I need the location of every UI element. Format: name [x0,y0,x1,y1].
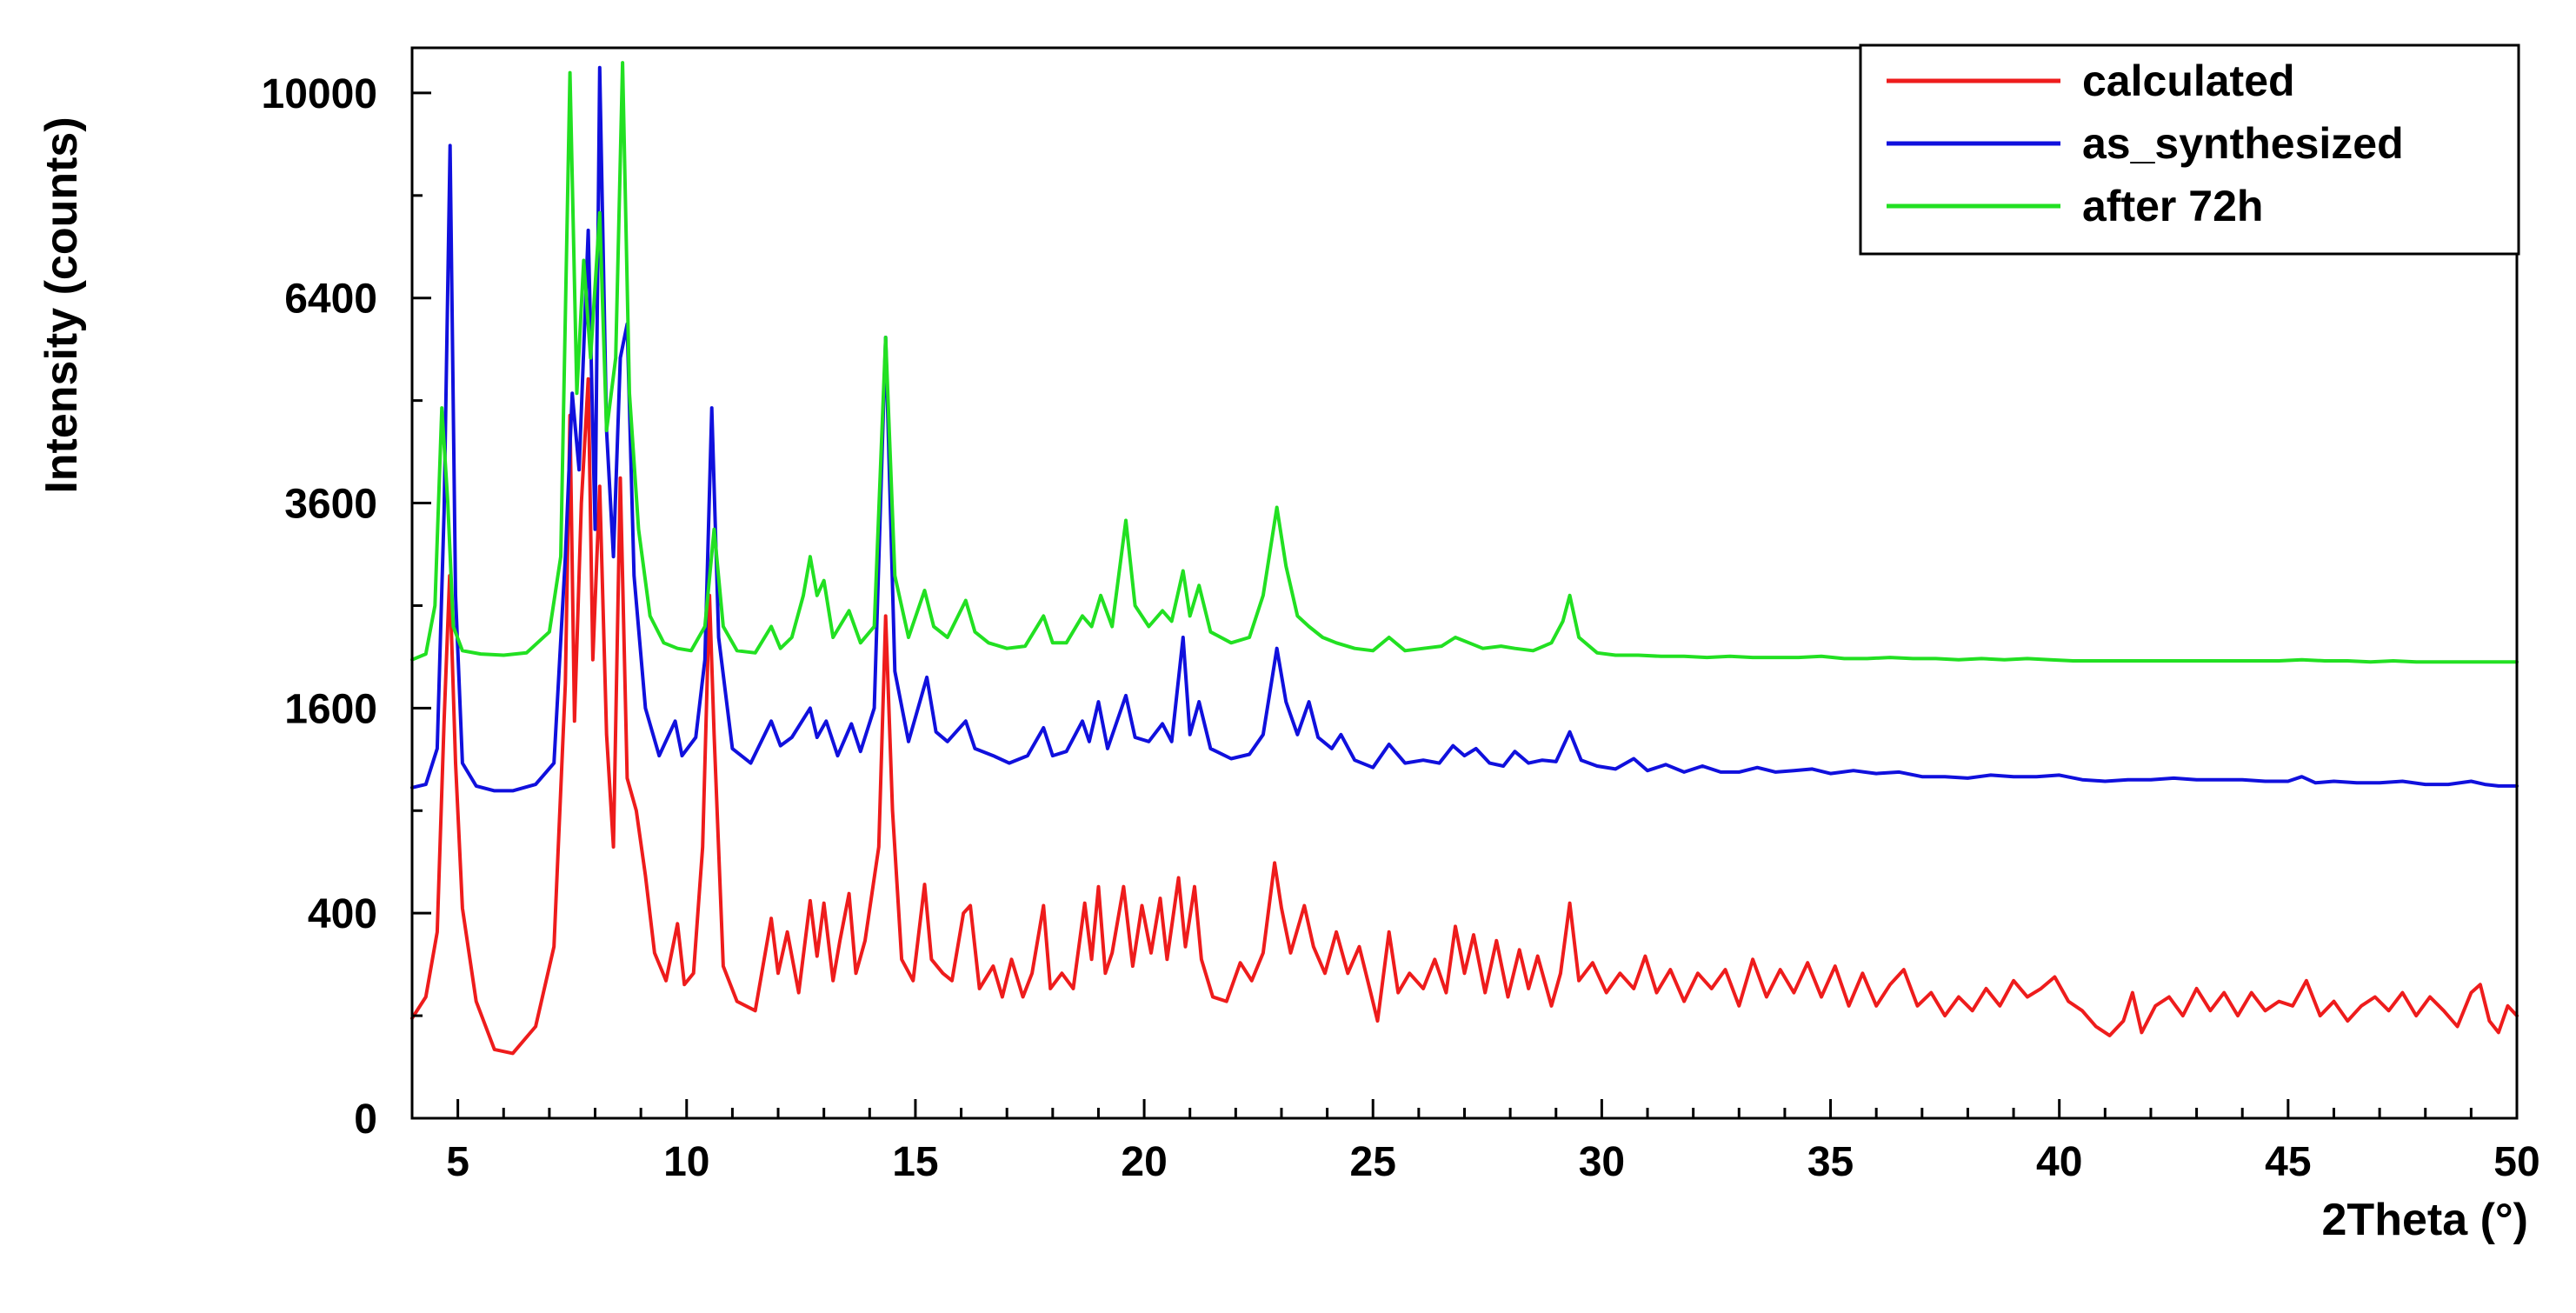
series-line-as-synthesized [410,65,2519,793]
x-tick-label: 10 [663,1139,709,1185]
legend: calculated as_synthesized after 72h [1859,43,2520,256]
y-axis-ticks: 0 400 1600 3600 6400 10000 [262,71,431,1143]
x-tick-label: 20 [1121,1139,1167,1185]
legend-label-as-synthesized: as_synthesized [2082,119,2404,168]
x-tick-label: 35 [1807,1139,1854,1185]
series-line-after-72h [410,61,2519,664]
y-tick-label: 1600 [284,686,377,732]
y-axis-label: Intensity (counts) [37,117,87,493]
y-tick-label: 10000 [262,71,377,117]
x-tick-label: 50 [2493,1139,2539,1185]
y-tick-label: 0 [354,1096,377,1143]
x-axis-label: 2Theta (°) [2322,1195,2528,1245]
y-tick-label: 6400 [284,277,377,323]
x-tick-label: 40 [2036,1139,2082,1185]
legend-label-after-72h: after 72h [2082,182,2263,230]
x-tick-label: 15 [892,1139,938,1185]
y-tick-label: 400 [308,891,377,937]
x-tick-label: 30 [1579,1139,1625,1185]
series-line-calculated [410,377,2519,1056]
x-axis-ticks: 5 10 15 20 25 30 35 40 45 50 [410,1099,2540,1185]
y-tick-label: 3600 [284,482,377,528]
x-tick-label: 45 [2265,1139,2311,1185]
x-tick-label: 25 [1350,1139,1396,1185]
series-group [410,61,2519,1056]
x-tick-label: 5 [446,1139,469,1185]
legend-label-calculated: calculated [2082,57,2295,105]
